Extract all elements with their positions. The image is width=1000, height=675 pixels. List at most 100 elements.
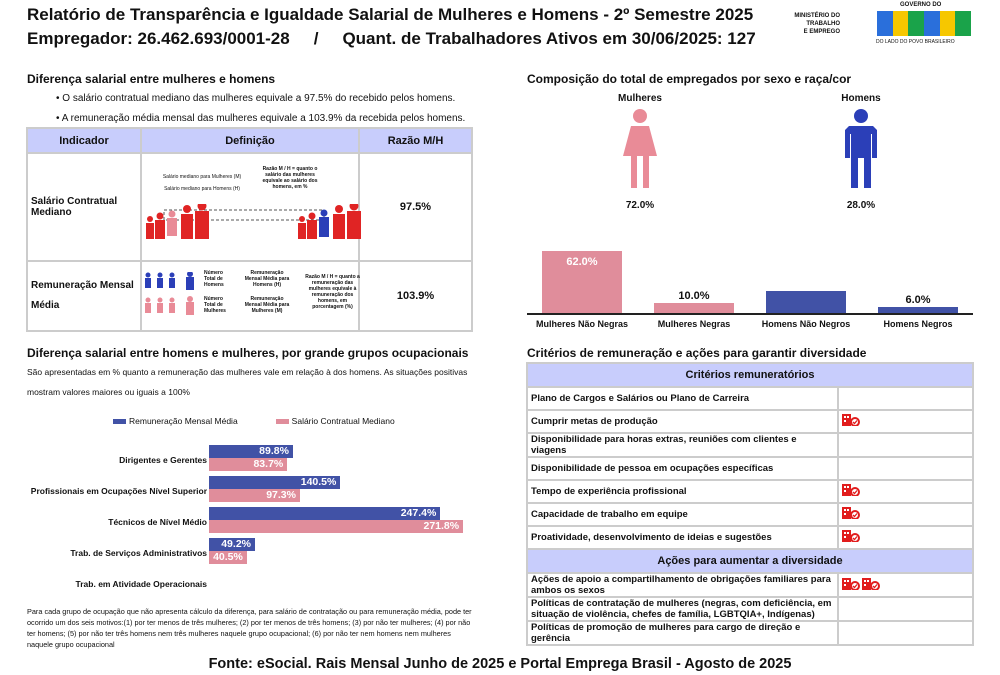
women-label: Mulheres [618, 93, 662, 104]
company-check-icon [862, 577, 882, 593]
gap-title: Diferença salarial entre mulheres e home… [27, 72, 276, 86]
bar-remuneracao: 49.2% [209, 538, 255, 551]
company-check-icon [842, 577, 862, 593]
occupation-label: Trab. em Atividade Operacionais [75, 579, 207, 589]
gap-bullet-1: • O salário contratual mediano das mulhe… [56, 93, 456, 104]
women-pct: 72.0% [625, 200, 655, 211]
bar-remuneracao: 89.8% [209, 445, 293, 458]
legend-item-salario: Salário Contratual Mediano [275, 416, 395, 426]
def-text: Número Total de Mulheres [204, 296, 226, 314]
occupation-title: Diferença salarial entre homens e mulher… [27, 346, 469, 360]
category-label: Mulheres Não Negras [535, 319, 629, 329]
table-row: Salário Contratual Mediano Salário media… [28, 154, 471, 260]
criteria-mark [839, 527, 972, 548]
ratio-value: 97.5% [360, 154, 471, 260]
composition-title: Composição do total de empregados por se… [527, 72, 852, 86]
col-ratio: Razão M/H [360, 129, 471, 152]
indicator-name: Remuneração Mensal Média [28, 262, 140, 330]
men-pct: 28.0% [846, 200, 876, 211]
criteria-label: Tempo de experiência profissional [528, 481, 837, 502]
occupation-label: Técnicos de Nível Médio [108, 517, 207, 527]
criteria-mark [839, 411, 972, 432]
def-text: Razão M / H = quanto o salário das mulhe… [262, 166, 318, 190]
criteria-label: Disponibilidade para horas extras, reuni… [528, 434, 837, 456]
company-check-icon [842, 484, 862, 499]
criteria-mark [839, 481, 972, 502]
worker-count: Quant. de Trabalhadores Ativos em 30/06/… [342, 29, 756, 48]
criteria-mark [839, 622, 972, 644]
logo-ministry-1: MINISTÉRIO DO [794, 13, 840, 19]
employer-line: Empregador: 26.462.693/0001-28 / Quant. de… [27, 29, 756, 49]
composition-bar-chart: 62.0% Mulheres Não Negras 10.0% Mulheres Ne… [527, 250, 973, 329]
brasil-wordmark [877, 11, 972, 36]
criteria-mark [839, 434, 972, 456]
def-text: Salário mediano para Homens (H) [164, 186, 240, 192]
bar-remuneracao: 140.5% [209, 476, 341, 489]
criteria-mark [839, 388, 972, 409]
bar-value-label: 6.0% [905, 294, 931, 306]
criteria-title: Critérios de remuneração e ações para ga… [527, 346, 867, 360]
def-text: Salário mediano para Mulheres (M) [162, 174, 242, 180]
government-logo: MINISTÉRIO DO TRABALHO E EMPREGO GOVERNO D… [790, 2, 975, 46]
indicator-table: Indicador Definição Razão M/H Salário Cont… [26, 127, 473, 332]
def-text: Remuneração Mensal Média para Homens (H) [244, 270, 290, 288]
criteria-label: Disponibilidade de pessoa em ocupações e… [528, 458, 837, 479]
col-indicator: Indicador [28, 129, 140, 152]
bar-value-label: 62.0% [566, 256, 598, 268]
bar-1 [654, 303, 734, 313]
criteria-label: Proatividade, desenvolvimento de ideias … [528, 527, 837, 548]
criteria-row: Tempo de experiência profissional [528, 481, 972, 502]
criteria-label: Cumprir metas de produção [528, 411, 837, 432]
occupation-desc-2: mostram valores maiores ou iguais a 100% [27, 387, 190, 397]
criteria-row: Ações de apoio a compartilhamento de obr… [528, 574, 972, 596]
definition-cell: Salário mediano para Mulheres (M) Salário… [142, 154, 361, 260]
bar-salario: 40.5% [209, 551, 247, 564]
footer-source: Fonte: eSocial. Rais Mensal Junho de 202… [208, 656, 792, 672]
company-check-icon [842, 530, 862, 545]
criteria-table: Critérios remuneratórios Plano de Cargos … [526, 362, 974, 646]
legend-label: Remuneração Mensal Média [129, 416, 238, 426]
ratio-value: 103.9% [360, 262, 471, 330]
company-check-icon [842, 414, 862, 429]
criteria-row: Políticas de promoção de mulheres para c… [528, 622, 972, 644]
category-label: Homens Não Negros [761, 319, 851, 329]
criteria-row: Cumprir metas de produção [528, 411, 972, 432]
legend-item-remuneracao: Remuneração Mensal Média [113, 416, 238, 426]
criteria-mark [839, 574, 972, 596]
criteria-mark [839, 458, 972, 479]
employer-id: Empregador: 26.462.693/0001-28 [27, 29, 290, 48]
logo-ministry-2: TRABALHO [806, 21, 840, 27]
criteria-row: Capacidade de trabalho em equipe [528, 504, 972, 525]
criteria-label: Políticas de promoção de mulheres para c… [528, 622, 837, 644]
table-row: Remuneração Mensal Média Número Total de… [28, 262, 471, 330]
man-icon [845, 109, 877, 188]
criteria-row: Disponibilidade de pessoa em ocupações e… [528, 458, 972, 479]
bar-value-label: 22.0% [790, 278, 822, 290]
people-median-illustration [146, 204, 361, 239]
bar-remuneracao: 247.4% [209, 507, 441, 520]
col-definition: Definição [142, 129, 358, 152]
indicator-name: Salário Contratual Mediano [28, 154, 140, 260]
occupation-label: Trab. de Serviços Administrativos [70, 548, 207, 558]
occupation-label: Dirigentes e Gerentes [119, 455, 207, 465]
criteria-label: Ações de apoio a compartilhamento de obr… [528, 574, 837, 596]
bar-0 [542, 251, 622, 313]
woman-icon [623, 109, 657, 188]
gap-bullet-2: • A remuneração média mensal das mulhere… [56, 113, 466, 124]
definition-cell: Número Total de Homens Remuneração Mensa… [142, 262, 360, 330]
def-text: Remuneração Mensal Média para Mulheres (… [244, 296, 290, 314]
criteria-label: Plano de Cargos e Salários ou Plano de C… [528, 388, 837, 409]
criteria-row: Proatividade, desenvolvimento de ideias … [528, 527, 972, 548]
occupation-desc-1: São apresentadas em % quanto a remuneraç… [27, 367, 468, 377]
criteria-mark [839, 598, 972, 620]
occupation-footnote: Para cada grupo de ocupação que não apre… [27, 607, 472, 649]
criteria-row: Plano de Cargos e Salários ou Plano de C… [528, 388, 972, 409]
criteria-mark [839, 504, 972, 525]
chart-legend: Remuneração Mensal Média Salário Contrat… [113, 416, 395, 426]
bar-salario: 97.3% [209, 489, 300, 502]
legend-label: Salário Contratual Mediano [291, 416, 395, 426]
criteria-section-header: Ações para aumentar a diversidade [528, 550, 972, 572]
separator: / [313, 29, 319, 48]
bar-value-label: 10.0% [678, 290, 710, 302]
logo-ministry-3: E EMPREGO [803, 29, 840, 35]
